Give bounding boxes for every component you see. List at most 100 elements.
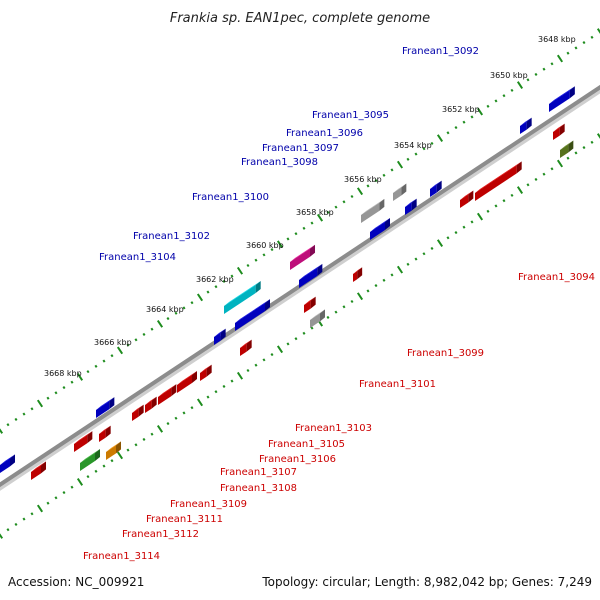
inner-track-tick: [406, 262, 410, 266]
outer-track-tick: [36, 399, 44, 408]
inner-track-tick: [516, 186, 524, 194]
gene-top: [177, 371, 198, 385]
gene-cap: [436, 180, 442, 193]
gene-block: [553, 127, 560, 140]
gene-block: [177, 375, 193, 393]
outer-track-tick: [454, 125, 458, 130]
gene-block: [214, 332, 221, 345]
inner-track-tick: [150, 432, 154, 436]
gene-top: [214, 328, 226, 337]
gene-cap: [265, 299, 271, 312]
reverse-gene-label: Franean1_3101: [359, 379, 436, 390]
gene-top: [393, 183, 407, 193]
inner-track-tick: [374, 284, 378, 288]
inner-track-tick: [462, 225, 466, 229]
inner-track-tick: [366, 289, 370, 293]
outer-track-tick: [6, 423, 10, 427]
outer-track-tick: [86, 370, 90, 374]
inner-track-tick: [246, 368, 250, 373]
inner-track-tick: [0, 533, 4, 539]
inner-track-tick: [142, 437, 146, 442]
gene-top: [549, 86, 575, 104]
gene-block: [353, 271, 358, 282]
outer-track-tick: [276, 240, 284, 249]
forward-gene-label: Franean1_3095: [312, 110, 389, 121]
reverse-gene-label: Franean1_3109: [170, 499, 247, 510]
outer-track-tick: [236, 266, 244, 275]
gene-block: [520, 121, 527, 134]
gene-cap: [357, 267, 363, 280]
outer-track-tick: [214, 285, 218, 289]
gene-block: [361, 202, 380, 223]
outer-track-tick: [76, 373, 84, 381]
inner-track-tick: [502, 199, 506, 203]
gene-top: [299, 263, 323, 280]
gene-top: [106, 441, 122, 452]
inner-track-tick: [14, 522, 18, 526]
outer-track-tick: [422, 147, 426, 151]
inner-track-tick: [390, 273, 394, 277]
inner-track-tick: [566, 156, 570, 160]
outer-track-tick: [102, 359, 106, 363]
gene-cap: [516, 161, 522, 174]
gene-top: [224, 281, 261, 306]
kbp-label: 3668 kbp: [44, 369, 82, 378]
gene-cap: [310, 244, 316, 257]
forward-gene-label: Franean1_3096: [286, 128, 363, 139]
gene-top: [240, 339, 252, 348]
gene-cap: [105, 425, 111, 438]
gene-top: [361, 198, 385, 215]
gene-block: [430, 184, 437, 197]
gene-top: [96, 397, 115, 410]
outer-track-tick: [294, 232, 298, 236]
reverse-gene-label: Franean1_3114: [83, 551, 160, 562]
gene-top: [31, 461, 47, 472]
gene-top: [290, 244, 316, 262]
forward-gene-label: Franean1_3097: [262, 143, 339, 154]
outer-track-tick: [486, 104, 490, 108]
inner-track-tick: [414, 257, 418, 261]
kbp-label: 3654 kbp: [394, 141, 432, 150]
outer-track-tick: [206, 290, 210, 294]
accession-text: Accession: NC_009921: [8, 575, 144, 589]
kbp-label: 3658 kbp: [296, 208, 334, 217]
gene-block: [80, 453, 96, 471]
gene-top: [553, 123, 565, 132]
inner-track-tick: [556, 159, 564, 168]
inner-track-tick: [222, 384, 226, 388]
gene-block: [158, 388, 172, 405]
reverse-gene-label: Franean1_3094: [518, 272, 595, 283]
gene-cap: [379, 198, 385, 211]
outer-track-tick: [326, 210, 330, 214]
gene-cap: [41, 461, 47, 474]
gene-cap: [151, 396, 157, 409]
gene-top: [353, 267, 363, 274]
inner-track-tick: [342, 305, 346, 309]
inner-track-tick: [454, 230, 458, 235]
inner-track-tick: [534, 177, 538, 182]
gene-block: [145, 400, 152, 413]
outer-track-tick: [54, 391, 58, 395]
inner-track-tick: [126, 448, 130, 452]
outer-track-tick: [566, 51, 570, 55]
outer-track-tick: [310, 221, 314, 225]
reverse-gene-label: Franean1_3105: [268, 439, 345, 450]
kbp-label: 3662 kbp: [196, 275, 234, 284]
gene-cap: [138, 404, 144, 417]
inner-track-tick: [574, 151, 578, 155]
gene-block: [370, 222, 386, 240]
outer-track-tick: [350, 194, 354, 199]
gene-top: [405, 198, 417, 207]
outer-track-tick: [436, 134, 444, 143]
outer-track-tick: [14, 417, 18, 421]
inner-track-tick: [494, 204, 498, 208]
outer-track-tick: [156, 319, 164, 328]
gene-top: [560, 140, 574, 150]
inner-track-tick: [134, 443, 138, 447]
reverse-gene-label: Franean1_3108: [220, 483, 297, 494]
forward-gene-label: Franean1_3092: [402, 46, 479, 57]
kbp-label: 3650 kbp: [490, 71, 528, 80]
outer-track-tick: [270, 248, 274, 252]
outer-track-tick: [174, 311, 178, 315]
